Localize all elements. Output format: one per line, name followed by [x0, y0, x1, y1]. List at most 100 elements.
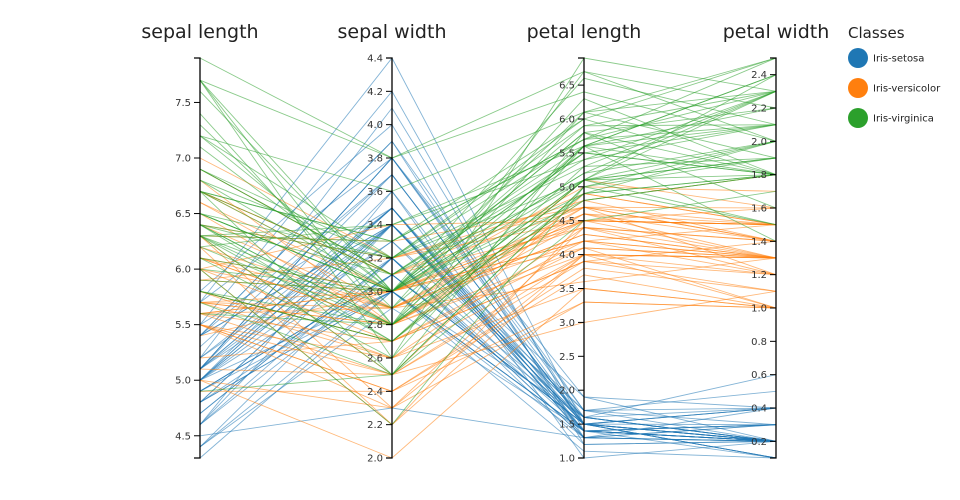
legend-title: Classes [848, 24, 905, 42]
tick-label-petal_length-1: 1.5 [559, 420, 575, 431]
data-line-iris-versicolor-29 [199, 288, 777, 359]
tick-label-petal_length-11: 6.5 [559, 81, 575, 92]
data-line-iris-setosa-46 [199, 157, 777, 442]
data-line-iris-virginica-47 [199, 140, 777, 292]
tick-label-sepal_width-10: 4.0 [367, 120, 383, 131]
tick-label-sepal_width-8: 3.6 [367, 187, 383, 198]
legend-item-virginica[interactable]: Iris-virginica [848, 108, 934, 128]
tick-label-petal_length-5: 3.5 [559, 284, 575, 295]
tick-label-petal_width-7: 1.6 [751, 204, 767, 215]
polylines-layer [199, 57, 777, 459]
tick-label-petal_width-2: 0.6 [751, 370, 767, 381]
axes-layer: sepal length 4.5 5.0 5.5 6.0 6.5 7.0 7.5 sepal… [141, 21, 829, 465]
data-line-iris-setosa-10 [199, 174, 777, 442]
data-line-iris-virginica-22 [199, 71, 777, 326]
legend-swatch-setosa [848, 48, 868, 68]
axis-sepal-length[interactable]: sepal length 4.5 5.0 5.5 6.0 6.5 7.0 7.5 [141, 21, 259, 459]
tick-label-petal_length-6: 4.0 [559, 250, 575, 261]
data-line-iris-virginica-40 [199, 74, 777, 276]
data-line-iris-versicolor-35 [199, 207, 777, 270]
data-line-iris-virginica-42 [199, 157, 777, 342]
data-line-iris-virginica-29 [199, 132, 777, 292]
tick-label-petal_length-2: 2.0 [559, 386, 575, 397]
tick-label-petal_length-4: 3.0 [559, 318, 575, 329]
data-line-iris-setosa-42 [199, 257, 777, 448]
data-line-iris-virginica-34 [199, 145, 777, 359]
tick-label-petal_length-8: 5.0 [559, 182, 575, 193]
tick-label-petal_width-6: 1.4 [751, 237, 767, 248]
data-line-iris-versicolor-43 [199, 301, 777, 409]
axis-title-sepal-width: sepal width [338, 21, 447, 43]
data-line-iris-setosa-43 [199, 207, 777, 418]
tick-label-sepal_width-3: 2.6 [367, 354, 383, 365]
tick-label-petal_width-8: 1.8 [751, 170, 767, 181]
data-line-iris-virginica-38 [199, 174, 777, 292]
tick-label-petal_width-0: 0.2 [751, 437, 767, 448]
axis-sepal-width[interactable]: sepal width 2.0 2.2 2.4 2.6 2.8 3.0 3.2 3.4 3.6 3… [338, 21, 447, 465]
data-line-iris-virginica-46 [199, 157, 777, 376]
data-line-iris-virginica-44 [199, 57, 777, 242]
tick-label-sepal_length-2: 5.5 [175, 320, 191, 331]
data-line-iris-setosa-13 [199, 290, 777, 459]
tick-label-petal_length-0: 1.0 [559, 454, 575, 465]
axis-line-petal_width [770, 57, 777, 459]
tick-label-sepal_length-4: 6.5 [175, 209, 191, 220]
data-line-iris-virginica-31 [199, 57, 777, 159]
legend-swatch-virginica [848, 108, 868, 128]
axis-line-sepal_length [194, 57, 201, 459]
tick-label-petal_width-4: 1.0 [751, 304, 767, 315]
axis-petal-width[interactable]: petal width 0.2 0.4 0.6 0.8 1.0 1.2 1.4 1.6 1.8 2… [723, 21, 830, 459]
tick-label-petal_length-3: 2.5 [559, 352, 575, 363]
tick-label-sepal_length-6: 7.5 [175, 98, 191, 109]
data-line-iris-versicolor-45 [199, 240, 777, 303]
axis-title-petal-length: petal length [527, 21, 642, 43]
tick-label-sepal_length-1: 5.0 [175, 376, 191, 387]
tick-label-petal_width-5: 1.2 [751, 270, 767, 281]
data-line-iris-virginica-0 [199, 57, 777, 242]
data-line-iris-virginica-25 [199, 118, 777, 259]
axis-title-sepal-length: sepal length [141, 21, 258, 43]
tick-label-petal_width-10: 2.2 [751, 104, 767, 115]
tick-label-petal_length-7: 4.5 [559, 216, 575, 227]
legend-label-virginica: Iris-virginica [873, 114, 934, 125]
tick-label-sepal_width-0: 2.0 [367, 454, 383, 465]
legend-item-setosa[interactable]: Iris-setosa [848, 48, 924, 68]
tick-label-sepal_width-2: 2.4 [367, 387, 383, 398]
data-line-iris-virginica-11 [199, 157, 777, 342]
legend-label-setosa: Iris-setosa [873, 54, 924, 65]
tick-label-petal_width-9: 2.0 [751, 137, 767, 148]
series-iris-virginica [199, 57, 777, 426]
legend-label-versicolor: Iris-versicolor [873, 84, 941, 95]
tick-label-sepal_length-5: 7.0 [175, 154, 191, 165]
tick-label-petal_length-10: 6.0 [559, 115, 575, 126]
data-line-iris-versicolor-49 [199, 247, 777, 326]
tick-label-sepal_length-0: 4.5 [175, 431, 191, 442]
data-line-iris-versicolor-47 [199, 233, 777, 309]
tick-label-petal_width-3: 0.8 [751, 337, 767, 348]
data-line-iris-setosa-48 [199, 174, 777, 442]
legend-item-versicolor[interactable]: Iris-versicolor [848, 78, 941, 98]
data-line-iris-virginica-49 [199, 174, 777, 292]
axis-petal-length[interactable]: petal length 1.0 1.5 2.0 2.5 3.0 3.5 4.0 4.5 5.0… [527, 21, 642, 465]
data-line-iris-virginica-21 [199, 140, 777, 326]
data-line-iris-virginica-9 [199, 57, 777, 192]
data-line-iris-versicolor-37 [199, 227, 777, 409]
tick-label-sepal_width-6: 3.2 [367, 254, 383, 265]
data-line-iris-virginica-19 [199, 186, 777, 426]
tick-label-petal_width-1: 0.4 [751, 404, 767, 415]
tick-label-sepal_width-9: 3.8 [367, 154, 383, 165]
tick-label-sepal_length-3: 6.0 [175, 265, 191, 276]
data-line-iris-versicolor-40 [199, 227, 777, 359]
tick-label-sepal_width-11: 4.2 [367, 87, 383, 98]
tick-label-sepal_width-7: 3.4 [367, 220, 383, 231]
data-line-iris-setosa-41 [199, 407, 777, 439]
tick-label-sepal_width-4: 2.8 [367, 320, 383, 331]
tick-label-sepal_width-1: 2.2 [367, 420, 383, 431]
data-line-iris-versicolor-31 [199, 274, 777, 392]
data-line-iris-versicolor-39 [199, 254, 777, 376]
tick-label-sepal_width-5: 3.0 [367, 287, 383, 298]
data-line-iris-virginica-37 [199, 152, 777, 276]
data-line-iris-virginica-48 [199, 90, 777, 248]
tick-label-petal_width-11: 2.4 [751, 70, 767, 81]
